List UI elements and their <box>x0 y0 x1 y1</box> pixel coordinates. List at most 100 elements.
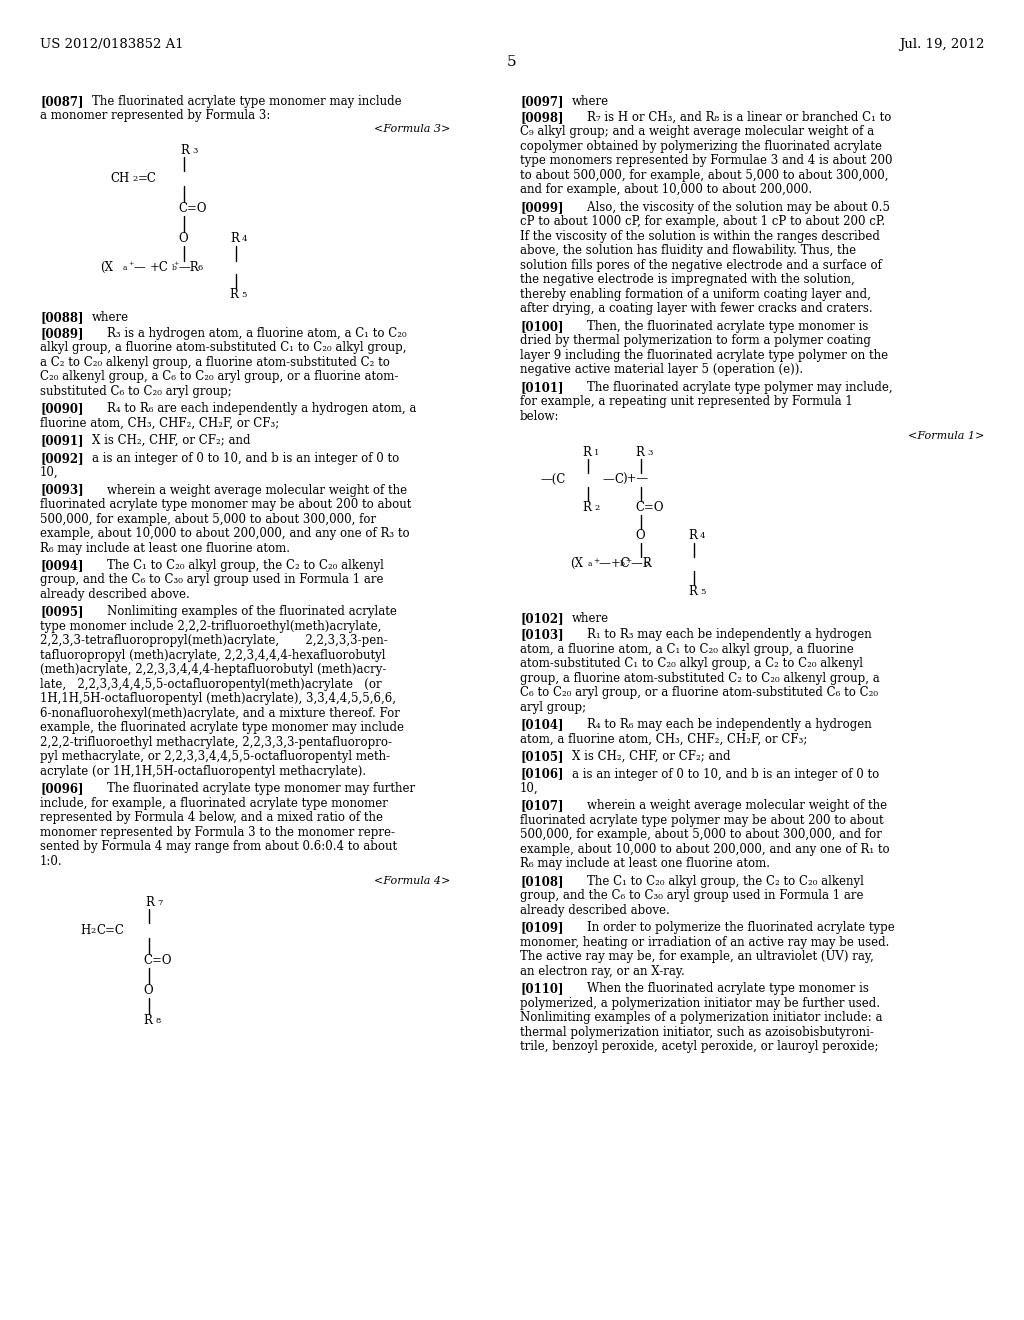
Text: ⁺—R: ⁺—R <box>625 557 651 570</box>
Text: —R: —R <box>178 261 199 275</box>
Text: group, and the C₆ to C₃₀ aryl group used in Formula 1 are: group, and the C₆ to C₃₀ aryl group used… <box>40 573 384 586</box>
Text: =C: =C <box>138 172 157 185</box>
Text: CH: CH <box>110 172 129 185</box>
Text: [0109]: [0109] <box>520 921 563 935</box>
Text: below:: below: <box>520 409 559 422</box>
Text: already described above.: already described above. <box>40 587 189 601</box>
Text: [0092]: [0092] <box>40 451 84 465</box>
Text: where: where <box>572 95 609 108</box>
Text: 1: 1 <box>594 449 599 458</box>
Text: [0099]: [0099] <box>520 201 563 214</box>
Text: O: O <box>635 529 645 543</box>
Text: Nonlimiting examples of the fluorinated acrylate: Nonlimiting examples of the fluorinated … <box>92 606 397 618</box>
Text: cP to about 1000 cP, for example, about 1 cP to about 200 cP.: cP to about 1000 cP, for example, about … <box>520 215 885 228</box>
Text: C₂₀ alkenyl group, a C₆ to C₂₀ aryl group, or a fluorine atom-: C₂₀ alkenyl group, a C₆ to C₂₀ aryl grou… <box>40 371 398 383</box>
Text: Nonlimiting examples of a polymerization initiator include: a: Nonlimiting examples of a polymerization… <box>520 1011 883 1024</box>
Text: pyl methacrylate, or 2,2,3,3,4,4,5,5-octafluoropentyl meth-: pyl methacrylate, or 2,2,3,3,4,4,5,5-oct… <box>40 750 390 763</box>
Text: C=O: C=O <box>178 202 207 215</box>
Text: <Formula 3>: <Formula 3> <box>374 124 450 135</box>
Text: +C: +C <box>150 261 169 275</box>
Text: negative active material layer 5 (operation (e)).: negative active material layer 5 (operat… <box>520 363 803 376</box>
Text: O: O <box>178 232 187 246</box>
Text: R₄ to R₆ may each be independently a hydrogen: R₄ to R₆ may each be independently a hyd… <box>572 718 871 731</box>
Text: [0096]: [0096] <box>40 783 84 795</box>
Text: a: a <box>588 561 593 569</box>
Text: atom, a fluorine atom, CH₃, CHF₂, CH₂F, or CF₃;: atom, a fluorine atom, CH₃, CHF₂, CH₂F, … <box>520 733 807 746</box>
Text: thereby enabling formation of a uniform coating layer and,: thereby enabling formation of a uniform … <box>520 288 870 301</box>
Text: where: where <box>92 312 129 323</box>
Text: [0087]: [0087] <box>40 95 84 108</box>
Text: R: R <box>145 896 154 909</box>
Text: type monomer include 2,2,2-trifluoroethyl(meth)acrylate,: type monomer include 2,2,2-trifluoroethy… <box>40 620 381 632</box>
Text: [0097]: [0097] <box>520 95 563 108</box>
Text: b: b <box>172 264 177 272</box>
Text: R: R <box>688 529 697 543</box>
Text: [0105]: [0105] <box>520 750 563 763</box>
Text: The active ray may be, for example, an ultraviolet (UV) ray,: The active ray may be, for example, an u… <box>520 950 873 964</box>
Text: already described above.: already described above. <box>520 904 670 917</box>
Text: include, for example, a fluorinated acrylate type monomer: include, for example, a fluorinated acry… <box>40 797 388 809</box>
Text: [0110]: [0110] <box>520 982 563 995</box>
Text: (meth)acrylate, 2,2,3,3,4,4,4-heptafluorobutyl (meth)acry-: (meth)acrylate, 2,2,3,3,4,4,4-heptafluor… <box>40 664 386 676</box>
Text: <Formula 1>: <Formula 1> <box>907 432 984 441</box>
Text: ⁺: ⁺ <box>128 261 133 271</box>
Text: monomer represented by Formula 3 to the monomer repre-: monomer represented by Formula 3 to the … <box>40 826 395 838</box>
Text: 2: 2 <box>594 504 599 512</box>
Text: fluorinated acrylate type monomer may be about 200 to about: fluorinated acrylate type monomer may be… <box>40 498 412 511</box>
Text: late,   2,2,3,3,4,4,5,5-octafluoropentyl(meth)acrylate   (or: late, 2,2,3,3,4,4,5,5-octafluoropentyl(m… <box>40 678 382 690</box>
Text: The C₁ to C₂₀ alkyl group, the C₂ to C₂₀ alkenyl: The C₁ to C₂₀ alkyl group, the C₂ to C₂₀… <box>572 875 864 888</box>
Text: thermal polymerization initiator, such as azoisobisbutyroni-: thermal polymerization initiator, such a… <box>520 1026 873 1039</box>
Text: a monomer represented by Formula 3:: a monomer represented by Formula 3: <box>40 110 270 123</box>
Text: 500,000, for example, about 5,000 to about 300,000, and for: 500,000, for example, about 5,000 to abo… <box>520 829 882 841</box>
Text: an electron ray, or an X-ray.: an electron ray, or an X-ray. <box>520 965 685 978</box>
Text: [0104]: [0104] <box>520 718 563 731</box>
Text: Then, the fluorinated acrylate type monomer is: Then, the fluorinated acrylate type mono… <box>572 319 868 333</box>
Text: If the viscosity of the solution is within the ranges described: If the viscosity of the solution is with… <box>520 230 880 243</box>
Text: 2: 2 <box>90 928 95 936</box>
Text: acrylate (or 1H,1H,5H-octafluoropentyl methacrylate).: acrylate (or 1H,1H,5H-octafluoropentyl m… <box>40 764 367 777</box>
Text: C₉ alkyl group; and a weight average molecular weight of a: C₉ alkyl group; and a weight average mol… <box>520 125 874 139</box>
Text: —: — <box>602 474 613 486</box>
Text: R: R <box>582 446 591 459</box>
Text: Also, the viscosity of the solution may be about 0.5: Also, the viscosity of the solution may … <box>572 201 890 214</box>
Text: 5: 5 <box>507 55 517 69</box>
Text: trile, benzoyl peroxide, acetyl peroxide, or lauroyl peroxide;: trile, benzoyl peroxide, acetyl peroxide… <box>520 1040 879 1053</box>
Text: group, a fluorine atom-substituted C₂ to C₂₀ alkenyl group, a: group, a fluorine atom-substituted C₂ to… <box>520 672 880 685</box>
Text: 6: 6 <box>643 561 648 569</box>
Text: The fluorinated acrylate type monomer may include: The fluorinated acrylate type monomer ma… <box>92 95 401 108</box>
Text: 5: 5 <box>700 589 706 597</box>
Text: R: R <box>143 1015 152 1027</box>
Text: C=O: C=O <box>143 954 171 968</box>
Text: R₆ may include at least one fluorine atom.: R₆ may include at least one fluorine ato… <box>40 541 290 554</box>
Text: a: a <box>123 264 128 272</box>
Text: R₃ is a hydrogen atom, a fluorine atom, a C₁ to C₂₀: R₃ is a hydrogen atom, a fluorine atom, … <box>92 327 407 341</box>
Text: 6: 6 <box>197 264 203 272</box>
Text: [0091]: [0091] <box>40 434 84 447</box>
Text: [0108]: [0108] <box>520 875 563 888</box>
Text: wherein a weight average molecular weight of the: wherein a weight average molecular weigh… <box>572 800 887 812</box>
Text: b: b <box>620 561 625 569</box>
Text: R₇ is H or CH₃, and R₈ is a linear or branched C₁ to: R₇ is H or CH₃, and R₈ is a linear or br… <box>572 111 891 124</box>
Text: [0098]: [0098] <box>520 111 563 124</box>
Text: [0101]: [0101] <box>520 380 563 393</box>
Text: [0090]: [0090] <box>40 403 84 416</box>
Text: 2: 2 <box>132 176 137 183</box>
Text: 5: 5 <box>241 290 247 300</box>
Text: When the fluorinated acrylate type monomer is: When the fluorinated acrylate type monom… <box>572 982 869 995</box>
Text: sented by Formula 4 may range from about 0.6:0.4 to about: sented by Formula 4 may range from about… <box>40 841 397 853</box>
Text: <Formula 4>: <Formula 4> <box>374 876 450 887</box>
Text: tafluoropropyl (meth)acrylate, 2,2,3,4,4,4-hexafluorobutyl: tafluoropropyl (meth)acrylate, 2,2,3,4,4… <box>40 649 385 661</box>
Text: fluorinated acrylate type polymer may be about 200 to about: fluorinated acrylate type polymer may be… <box>520 814 884 826</box>
Text: US 2012/0183852 A1: US 2012/0183852 A1 <box>40 38 183 51</box>
Text: 2,2,3,3-tetrafluoropropyl(meth)acrylate,       2,2,3,3,3-pen-: 2,2,3,3-tetrafluoropropyl(meth)acrylate,… <box>40 635 388 647</box>
Text: 4: 4 <box>242 235 248 243</box>
Text: —(C: —(C <box>540 474 565 486</box>
Text: for example, a repeating unit represented by Formula 1: for example, a repeating unit represente… <box>520 395 853 408</box>
Text: The fluorinated acrylate type monomer may further: The fluorinated acrylate type monomer ma… <box>92 783 415 795</box>
Text: 10,: 10, <box>40 466 58 479</box>
Text: (X: (X <box>570 557 583 570</box>
Text: The fluorinated acrylate type polymer may include,: The fluorinated acrylate type polymer ma… <box>572 380 893 393</box>
Text: The C₁ to C₂₀ alkyl group, the C₂ to C₂₀ alkenyl: The C₁ to C₂₀ alkyl group, the C₂ to C₂₀… <box>92 558 384 572</box>
Text: 500,000, for example, about 5,000 to about 300,000, for: 500,000, for example, about 5,000 to abo… <box>40 512 376 525</box>
Text: substituted C₆ to C₂₀ aryl group;: substituted C₆ to C₂₀ aryl group; <box>40 385 231 397</box>
